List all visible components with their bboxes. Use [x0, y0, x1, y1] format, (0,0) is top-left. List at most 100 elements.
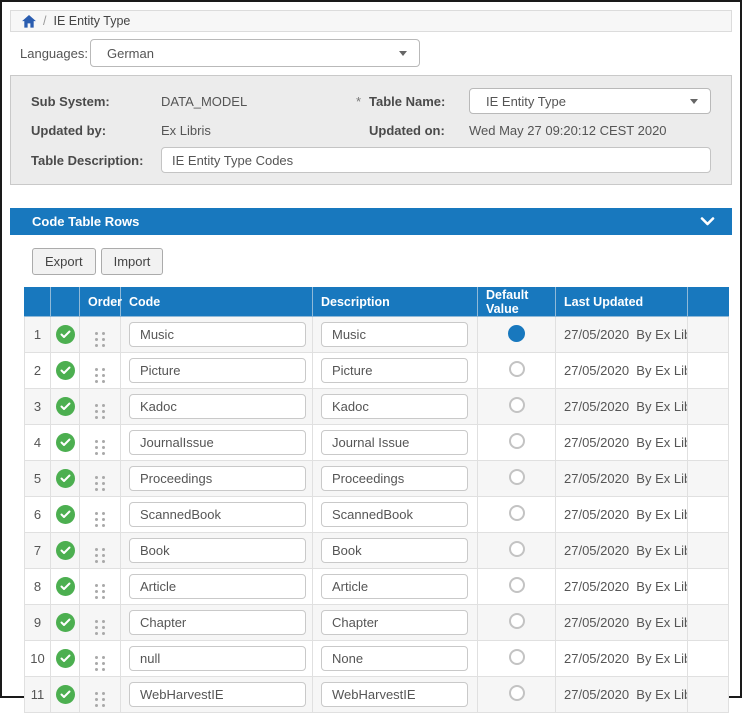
- last-updated-text: 27/05/2020 By Ex Lib...: [564, 579, 687, 594]
- col-description: Description: [312, 287, 478, 317]
- description-input[interactable]: [321, 538, 468, 563]
- home-icon[interactable]: [22, 14, 36, 28]
- languages-selected-value: German: [107, 45, 154, 61]
- description-input[interactable]: [321, 466, 468, 491]
- row-number: 11: [30, 687, 45, 702]
- last-updated-text: 27/05/2020 By Ex Lib...: [564, 471, 687, 486]
- table-row: 4 27/05/2020 By Ex Lib...: [24, 424, 729, 461]
- code-table-rows-section-header[interactable]: Code Table Rows: [10, 208, 732, 235]
- languages-row: Languages: German: [20, 39, 732, 67]
- table-row: 2 27/05/2020 By Ex Lib...: [24, 352, 729, 389]
- breadcrumb-separator: /: [43, 14, 47, 28]
- default-value-radio[interactable]: [508, 433, 525, 449]
- default-value-radio[interactable]: [508, 577, 525, 593]
- code-input[interactable]: [129, 646, 306, 671]
- description-input[interactable]: [321, 430, 468, 455]
- code-input[interactable]: [129, 466, 306, 491]
- drag-handle-icon[interactable]: [95, 511, 105, 527]
- last-updated-text: 27/05/2020 By Ex Lib...: [564, 507, 687, 522]
- last-updated-text: 27/05/2020 By Ex Lib...: [564, 363, 687, 378]
- description-input[interactable]: [321, 646, 468, 671]
- active-check-icon: [55, 325, 75, 344]
- drag-handle-icon[interactable]: [95, 331, 105, 347]
- description-input[interactable]: [321, 322, 468, 347]
- code-input[interactable]: [129, 430, 306, 455]
- updated-by-label: Updated by:: [31, 123, 107, 138]
- code-table-wrap: Order Code Description Default Value Las…: [24, 287, 729, 713]
- table-row: 6 27/05/2020 By Ex Lib...: [24, 496, 729, 533]
- code-input[interactable]: [129, 574, 306, 599]
- row-number: 9: [33, 615, 42, 630]
- table-name-selected-value: IE Entity Type: [486, 93, 566, 109]
- default-value-radio[interactable]: [508, 324, 525, 342]
- row-number: 2: [33, 363, 42, 378]
- import-button[interactable]: Import: [100, 248, 164, 275]
- code-table: Order Code Description Default Value Las…: [24, 287, 729, 713]
- drag-handle-icon[interactable]: [95, 619, 105, 635]
- code-input[interactable]: [129, 538, 306, 563]
- drag-handle-icon[interactable]: [95, 547, 105, 563]
- description-input[interactable]: [321, 610, 468, 635]
- default-value-radio[interactable]: [508, 361, 525, 377]
- languages-select[interactable]: German: [90, 39, 420, 67]
- row-number: 1: [33, 327, 42, 342]
- code-input[interactable]: [129, 358, 306, 383]
- default-value-radio[interactable]: [508, 505, 525, 521]
- description-input[interactable]: [321, 574, 468, 599]
- code-input[interactable]: [129, 682, 306, 707]
- drag-handle-icon[interactable]: [95, 367, 105, 383]
- description-input[interactable]: [321, 394, 468, 419]
- default-value-radio[interactable]: [508, 685, 525, 701]
- last-updated-text: 27/05/2020 By Ex Lib...: [564, 651, 687, 666]
- default-value-radio[interactable]: [508, 541, 525, 557]
- col-row-actions: [687, 287, 729, 317]
- description-input[interactable]: [321, 682, 468, 707]
- last-updated-text: 27/05/2020 By Ex Lib...: [564, 615, 687, 630]
- drag-handle-icon[interactable]: [95, 475, 105, 491]
- active-check-icon: [55, 397, 75, 416]
- sub-system-label: Sub System:: [31, 93, 110, 109]
- last-updated-text: 27/05/2020 By Ex Lib...: [564, 399, 687, 414]
- row-number: 10: [30, 651, 45, 666]
- default-value-radio[interactable]: [508, 613, 525, 629]
- section-title: Code Table Rows: [32, 214, 140, 229]
- active-check-icon: [55, 577, 75, 596]
- last-updated-text: 27/05/2020 By Ex Lib...: [564, 327, 687, 342]
- updated-on-label: Updated on:: [369, 123, 445, 138]
- drag-handle-icon[interactable]: [95, 691, 105, 707]
- row-number: 5: [33, 471, 42, 486]
- row-number: 3: [33, 399, 42, 414]
- code-input[interactable]: [129, 322, 306, 347]
- breadcrumb: / IE Entity Type: [10, 10, 732, 32]
- row-number: 6: [33, 507, 42, 522]
- updated-on-value: Wed May 27 09:20:12 CEST 2020: [469, 123, 667, 138]
- code-input[interactable]: [129, 394, 306, 419]
- col-code: Code: [120, 287, 313, 317]
- code-input[interactable]: [129, 610, 306, 635]
- default-value-radio[interactable]: [508, 469, 525, 485]
- table-name-select[interactable]: IE Entity Type: [469, 88, 711, 114]
- col-row-number: [24, 287, 51, 317]
- default-value-radio[interactable]: [508, 649, 525, 665]
- drag-handle-icon[interactable]: [95, 439, 105, 455]
- table-row: 7 27/05/2020 By Ex Lib...: [24, 532, 729, 569]
- table-header-row: Order Code Description Default Value Las…: [24, 287, 729, 317]
- export-button[interactable]: Export: [32, 248, 96, 275]
- last-updated-text: 27/05/2020 By Ex Lib...: [564, 435, 687, 450]
- chevron-down-icon[interactable]: [700, 217, 715, 226]
- description-input[interactable]: [321, 502, 468, 527]
- drag-handle-icon[interactable]: [95, 583, 105, 599]
- table-row: 5 27/05/2020 By Ex Lib...: [24, 460, 729, 497]
- table-description-input[interactable]: [161, 147, 711, 173]
- drag-handle-icon[interactable]: [95, 403, 105, 419]
- col-default-value: Default Value: [477, 287, 556, 317]
- code-table-body: 1 27/05/2020 By Ex Lib... 2 27/05/2020 B…: [24, 316, 729, 713]
- drag-handle-icon[interactable]: [95, 655, 105, 671]
- description-input[interactable]: [321, 358, 468, 383]
- last-updated-text: 27/05/2020 By Ex Lib...: [564, 543, 687, 558]
- caret-down-icon: [399, 50, 407, 56]
- code-input[interactable]: [129, 502, 306, 527]
- active-check-icon: [55, 649, 75, 668]
- default-value-radio[interactable]: [508, 397, 525, 413]
